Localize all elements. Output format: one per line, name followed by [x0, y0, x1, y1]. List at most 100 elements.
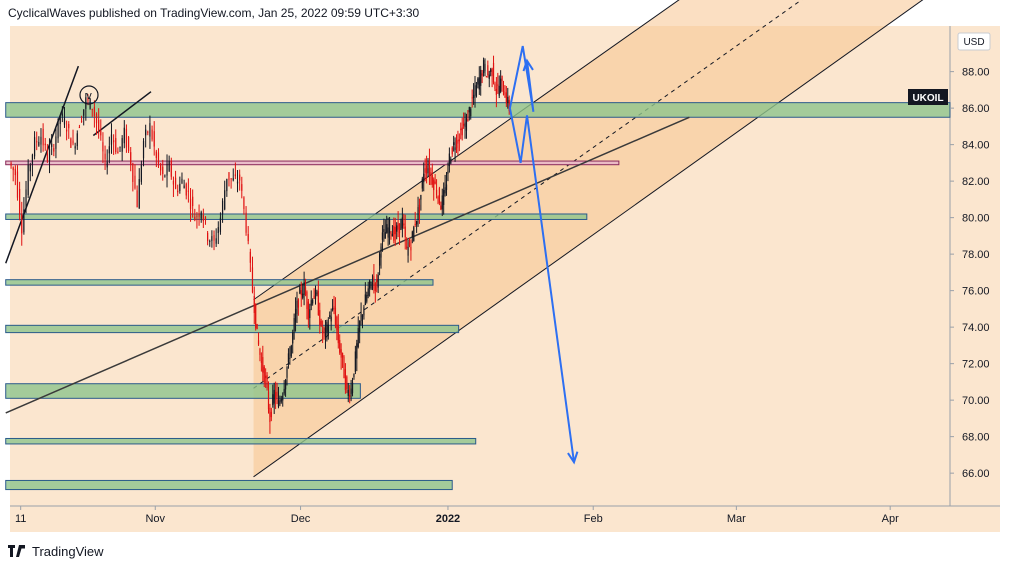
time-axis-ticks: 11 Nov Dec 2022 Feb Mar Apr [15, 506, 899, 525]
candle-body [55, 136, 57, 149]
projection-down-arrow [508, 107, 575, 463]
candle-body [431, 175, 433, 185]
candle-body [494, 83, 496, 89]
candle-body [495, 88, 497, 95]
candle-body [272, 394, 274, 406]
candle-body [130, 152, 132, 165]
candle-body [403, 223, 405, 226]
candle-body [294, 308, 297, 323]
candle-body [134, 175, 136, 189]
candle-body [470, 108, 472, 117]
candle-body [38, 141, 40, 146]
projection-up-arrow-head [522, 58, 534, 72]
candle-body [491, 68, 493, 76]
candle-body [374, 283, 376, 291]
candle-body [147, 131, 149, 133]
candle-body [142, 141, 145, 159]
candle-body [421, 178, 423, 189]
time-tick-label: 11 [15, 513, 26, 525]
candle-body [121, 138, 123, 152]
price-tick-label: 74.00 [962, 322, 990, 334]
price-tick-label: 88.00 [962, 67, 990, 79]
candle-body [232, 178, 234, 181]
candle-body [61, 113, 63, 117]
time-tick-label: Apr [882, 513, 899, 525]
price-tick-label: 66.00 [962, 468, 990, 480]
currency-badge[interactable]: USD [957, 32, 991, 51]
publish-line: CyclicalWaves published on TradingView.c… [8, 6, 420, 20]
candle-body [322, 330, 324, 334]
candle-body [329, 315, 331, 317]
candle-body [406, 246, 408, 248]
candle-body [42, 128, 44, 146]
candle-body [344, 369, 347, 391]
candle-body [149, 123, 151, 137]
candle-body [263, 366, 265, 383]
candle-body [189, 198, 192, 210]
candle-body [448, 153, 450, 167]
candle-body [236, 181, 239, 184]
candle-body [266, 375, 268, 389]
candle-body [151, 129, 153, 140]
candle-body [420, 195, 422, 200]
candle-body [417, 207, 419, 220]
candle-body [132, 163, 134, 182]
time-tick-label: 2022 [436, 513, 460, 525]
candle-body [480, 69, 482, 86]
candle-body [256, 324, 258, 329]
candle-body [369, 280, 371, 289]
candle-body [457, 139, 459, 144]
currency-label: USD [963, 37, 984, 48]
candle-body [356, 343, 358, 359]
candle-body [326, 322, 328, 332]
candle-body [378, 253, 381, 266]
early-trendline-upper [92, 91, 152, 137]
candle-body [309, 309, 311, 319]
candle-body [155, 151, 157, 158]
candle-body [157, 152, 160, 164]
candle-body [198, 213, 200, 217]
candle-body [340, 349, 342, 358]
candle-body [270, 411, 272, 418]
candle-body [115, 138, 117, 153]
candle-body [441, 195, 443, 210]
candle-body [418, 204, 421, 213]
candle-body [279, 400, 281, 405]
candle-body [273, 389, 275, 404]
candle-body [125, 128, 128, 148]
candle-body [27, 164, 29, 196]
candle-body [23, 209, 25, 233]
candle-body [331, 307, 334, 310]
candle-body [377, 275, 379, 288]
candle-body [98, 119, 100, 131]
candle-body [209, 240, 211, 242]
price-tick-label: 80.00 [962, 213, 990, 225]
candle-body [51, 143, 53, 147]
candle-body [299, 287, 301, 294]
candle-body [83, 109, 85, 116]
candle-body [200, 212, 202, 219]
candle-body [507, 96, 509, 103]
candle-body [370, 281, 372, 283]
candle-body [68, 124, 70, 129]
price-tick-label: 70.00 [962, 395, 990, 407]
candle-body [119, 146, 121, 148]
candle-body [280, 398, 282, 402]
wave-label-text: v [86, 90, 92, 102]
candle-body [310, 300, 312, 306]
candle-body [430, 172, 432, 175]
candle-body [87, 97, 89, 101]
candle-body [339, 339, 341, 353]
candle-body [487, 65, 489, 76]
candle-body [239, 174, 241, 181]
candle-body [357, 328, 359, 347]
candle-body [390, 233, 392, 235]
candle-body [207, 232, 209, 242]
candle-body [324, 328, 327, 337]
price-chart[interactable]: 66.00 68.00 70.00 72.00 74.00 76.00 78.00 80.00… [0, 0, 1009, 540]
candle-body [410, 246, 412, 251]
candle-body [453, 142, 455, 145]
candle-body [14, 168, 16, 176]
candle-body [260, 361, 262, 363]
candle-body [108, 146, 110, 154]
